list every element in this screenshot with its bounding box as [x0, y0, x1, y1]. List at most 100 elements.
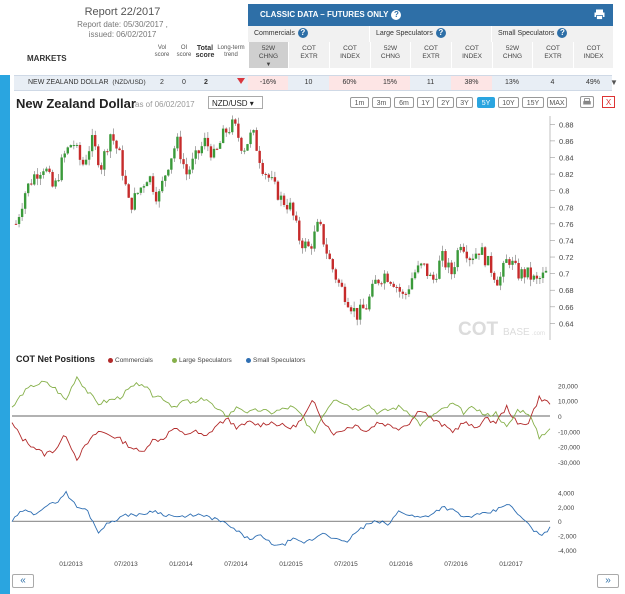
market-name[interactable]: NEW ZEALAND DOLLAR (NZD/USD) — [28, 79, 146, 86]
chart-title: New Zealand Dollar — [16, 96, 136, 111]
commercials-group-header: Commercials? — [248, 26, 369, 42]
vol-score-value: 2 — [160, 79, 164, 86]
candle — [112, 134, 115, 141]
candle — [496, 279, 499, 286]
candle — [136, 192, 140, 194]
legend-commercials[interactable]: Commercials — [108, 357, 153, 364]
candle — [416, 265, 420, 273]
small-spec-cot-extr-header[interactable]: COT EXTR — [532, 42, 573, 68]
range-button-6m[interactable]: 6m — [394, 97, 414, 108]
candle — [285, 204, 289, 210]
report-title: Report 22/2017 — [84, 6, 161, 18]
legend-large-speculators[interactable]: Large Speculators — [172, 357, 232, 364]
candle — [474, 253, 478, 259]
watermark-base: BASE — [503, 327, 530, 338]
candle — [429, 274, 432, 276]
next-button[interactable]: » — [597, 574, 619, 588]
pair-select[interactable]: NZD/USD ▾ — [208, 96, 263, 109]
large-spec-cot-index-header[interactable]: COT INDEX — [451, 42, 492, 68]
commercials-cot-index-header[interactable]: COT INDEX — [329, 42, 370, 68]
range-button-max[interactable]: MAX — [547, 97, 567, 108]
oi-score-value: 0 — [182, 79, 186, 86]
candle — [374, 279, 377, 284]
large-spec-cot-extr-header[interactable]: COT EXTR — [410, 42, 451, 68]
candle — [288, 202, 292, 210]
prev-button[interactable]: « — [12, 574, 34, 588]
range-button-5y[interactable]: 5Y — [477, 97, 495, 108]
help-icon[interactable]: ? — [435, 28, 446, 39]
candle — [526, 267, 529, 278]
y-tick-label: 0.78 — [559, 203, 574, 212]
small-spec-cot-index-header[interactable]: COT INDEX — [573, 42, 613, 68]
candle — [468, 258, 472, 261]
legend-dot — [172, 357, 177, 363]
x-tick-label: 01/2017 — [499, 561, 523, 568]
vol-score-header: Vol score — [154, 45, 170, 58]
small-spec-52w-chng-header[interactable]: 52W CHNG — [492, 42, 532, 68]
candle — [377, 279, 380, 284]
candle — [188, 169, 191, 175]
y-tick-label: 0.86 — [559, 137, 574, 146]
candle — [325, 244, 328, 254]
candle — [273, 177, 277, 182]
candle — [106, 151, 109, 153]
candle — [358, 304, 362, 320]
help-icon[interactable]: ? — [557, 28, 568, 39]
candle — [371, 283, 374, 297]
range-button-10y[interactable]: 10Y — [498, 97, 519, 108]
help-icon[interactable]: ? — [391, 10, 402, 20]
x-tick-label: 01/2015 — [279, 561, 303, 568]
print-icon[interactable] — [594, 9, 605, 20]
candle — [176, 136, 179, 149]
large-spec-52w-chng-value: 15% — [370, 76, 410, 90]
candle — [386, 273, 389, 282]
candle — [383, 273, 386, 284]
candle — [407, 289, 411, 295]
x-tick-label: 07/2013 — [114, 561, 138, 568]
candle — [352, 307, 356, 312]
range-button-1m[interactable]: 1m — [350, 97, 369, 108]
candle — [45, 168, 48, 172]
candle — [493, 272, 496, 280]
candle — [419, 263, 423, 266]
candle — [398, 287, 401, 292]
range-button-3y[interactable]: 3Y — [456, 97, 473, 108]
candle — [124, 175, 127, 185]
legend-small-speculators[interactable]: Small Speculators — [246, 357, 305, 364]
candle — [389, 281, 392, 284]
candle — [413, 272, 417, 279]
candle — [142, 186, 146, 188]
small-speculators-group-header: Small Speculators? — [492, 26, 613, 42]
candle — [115, 140, 118, 149]
candle — [517, 263, 520, 279]
market-row[interactable]: NEW ZEALAND DOLLAR (NZD/USD) 2 0 2 -16% … — [14, 75, 612, 91]
legend-dot — [246, 357, 251, 363]
candle — [486, 255, 490, 266]
candle — [121, 150, 124, 176]
candle — [489, 255, 493, 273]
range-button-15y[interactable]: 15Y — [522, 97, 544, 108]
large-spec-52w-chng-header[interactable]: 52W CHNG — [370, 42, 410, 68]
print-chart-icon[interactable] — [580, 96, 594, 108]
candle — [307, 241, 310, 247]
commercials-cot-extr-header[interactable]: COT EXTR — [288, 42, 329, 68]
candle — [197, 150, 200, 154]
row-expand-icon[interactable]: ▼ — [610, 78, 618, 87]
y-tick-label: 0.66 — [559, 303, 574, 312]
candle — [179, 136, 182, 160]
candle — [502, 262, 505, 277]
range-button-2y[interactable]: 2Y — [437, 97, 454, 108]
range-button-1y[interactable]: 1Y — [417, 97, 434, 108]
commercials-52w-chng-header[interactable]: 52W CHNG ▼ — [248, 42, 288, 68]
close-chart-button[interactable]: X — [602, 96, 615, 108]
candle — [72, 145, 76, 147]
candle — [282, 195, 286, 205]
candle — [81, 159, 85, 165]
help-icon[interactable]: ? — [297, 28, 308, 39]
range-button-3m[interactable]: 3m — [372, 97, 391, 108]
candle — [87, 151, 91, 160]
x-tick-label: 07/2015 — [334, 561, 358, 568]
candle — [368, 296, 371, 310]
candle — [295, 215, 298, 221]
cot-y-tick-label: -30,000 — [558, 460, 580, 467]
